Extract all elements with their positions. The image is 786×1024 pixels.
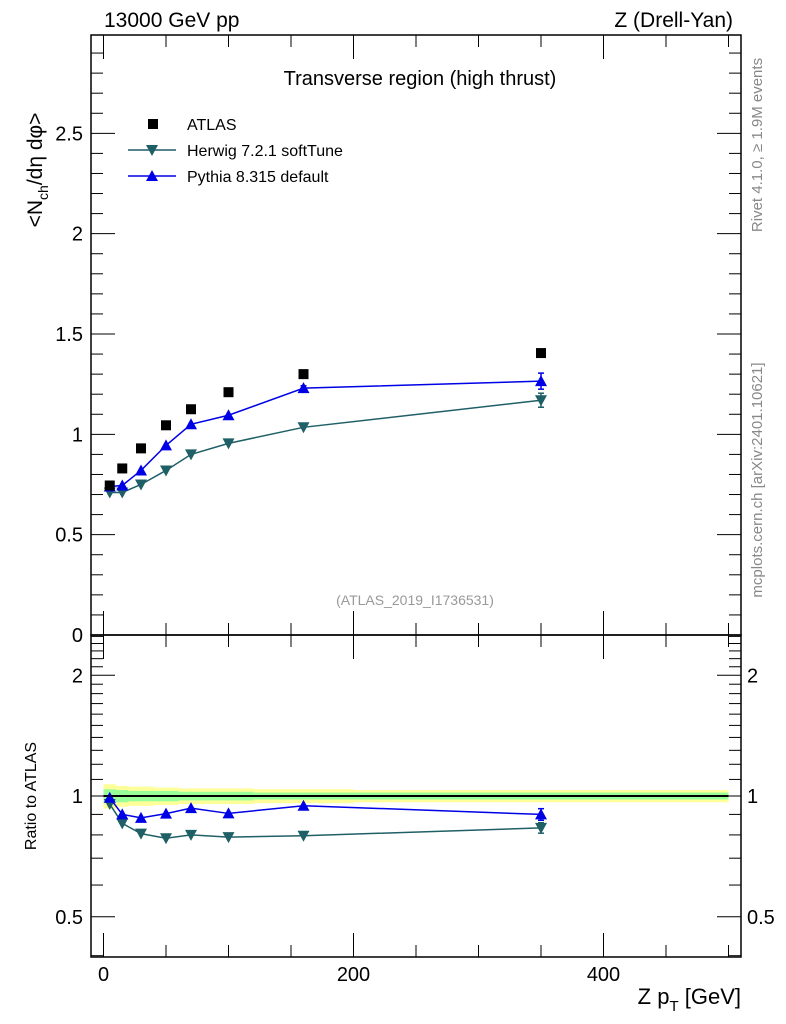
herwig-point	[160, 465, 172, 477]
pythia-ratio-point	[222, 807, 235, 819]
herwig-ratio-point	[160, 833, 172, 845]
herwig-ratio-point	[185, 829, 197, 841]
header-right: Z (Drell-Yan)	[614, 9, 733, 32]
pythia-point	[222, 409, 235, 421]
pythia-point	[160, 439, 172, 451]
pythia-point	[535, 375, 547, 387]
pythia-point	[116, 479, 129, 491]
pythia-point	[135, 464, 147, 476]
ratio-y-tick-label-right: 2	[747, 665, 758, 687]
pythia-ratio-point	[135, 811, 147, 823]
herwig-point	[535, 395, 547, 407]
pythia-ratio-point	[535, 808, 547, 820]
y-tick-label: 2	[72, 224, 83, 246]
atlas-point	[186, 404, 196, 415]
main-title: Transverse region (high thrust)	[284, 68, 557, 90]
herwig-ratio-point	[222, 832, 235, 844]
pythia-ratio-point	[103, 791, 116, 803]
herwig-ratio-point	[116, 818, 129, 830]
x-tick-label: 200	[337, 964, 370, 986]
mcplots-label: mcplots.cern.ch [arXiv:2401.10621]	[749, 362, 766, 597]
main-ylabel: <Nch/dη dφ>	[24, 113, 51, 228]
herwig-point	[185, 449, 197, 461]
header-left: 13000 GeV pp	[104, 9, 239, 32]
y-tick-label: 1	[72, 424, 83, 446]
herwig-point	[297, 422, 310, 434]
legend-pythia-label: Pythia 8.315 default	[187, 169, 329, 186]
legend-atlas-marker	[148, 119, 158, 129]
watermark: (ATLAS_2019_I1736531)	[336, 592, 494, 608]
herwig-point	[135, 479, 147, 491]
y-tick-label: 0.5	[55, 525, 83, 547]
pythia-ratio-point	[297, 799, 310, 811]
atlas-point	[536, 348, 546, 359]
pythia-ratio-point	[185, 802, 197, 814]
herwig-point	[222, 438, 235, 450]
pythia-line	[109, 380, 542, 488]
atlas-point	[117, 463, 128, 474]
ratio-ylabel: Ratio to ATLAS	[23, 742, 40, 850]
y-tick-label: 2.5	[55, 123, 83, 145]
rivet-label: Rivet 4.1.0, ≥ 1.9M events	[749, 58, 766, 232]
atlas-point	[161, 420, 171, 431]
x-tick-label: 400	[587, 964, 620, 986]
ratio-y-tick-label: 2	[72, 665, 83, 687]
atlas-point	[136, 443, 146, 454]
legend-atlas-label: ATLAS	[187, 117, 237, 134]
herwig-ratio-point	[135, 828, 147, 840]
atlas-point	[223, 387, 234, 398]
pythia-ratio-point	[116, 808, 129, 820]
legend-pythia-marker	[146, 170, 158, 181]
ratio-y-tick-label: 1	[72, 786, 83, 808]
herwig-ratio-line	[109, 803, 542, 839]
pythia-ratio-point	[160, 807, 172, 819]
legend-herwig-label: Herwig 7.2.1 softTune	[187, 143, 343, 160]
legend-herwig-marker	[146, 145, 158, 156]
legend: ATLAS Herwig 7.2.1 softTune Pythia 8.315…	[128, 117, 343, 186]
xlabel: Z pT [GeV]	[638, 984, 741, 1015]
ratio-y-tick-label: 0.5	[55, 907, 83, 929]
herwig-ratio-point	[297, 830, 310, 842]
ratio-y-tick-label-right: 0.5	[747, 907, 775, 929]
y-tick-label: 1.5	[55, 324, 83, 346]
pythia-point	[297, 382, 310, 394]
herwig-line	[109, 399, 542, 494]
ratio-y-tick-label-right: 1	[747, 786, 758, 808]
x-tick-label: 0	[98, 964, 109, 986]
pythia-point	[185, 418, 197, 430]
y-tick-label: 0	[72, 625, 83, 647]
atlas-point	[104, 480, 115, 491]
atlas-point	[298, 369, 309, 380]
herwig-ratio-point	[535, 822, 547, 834]
